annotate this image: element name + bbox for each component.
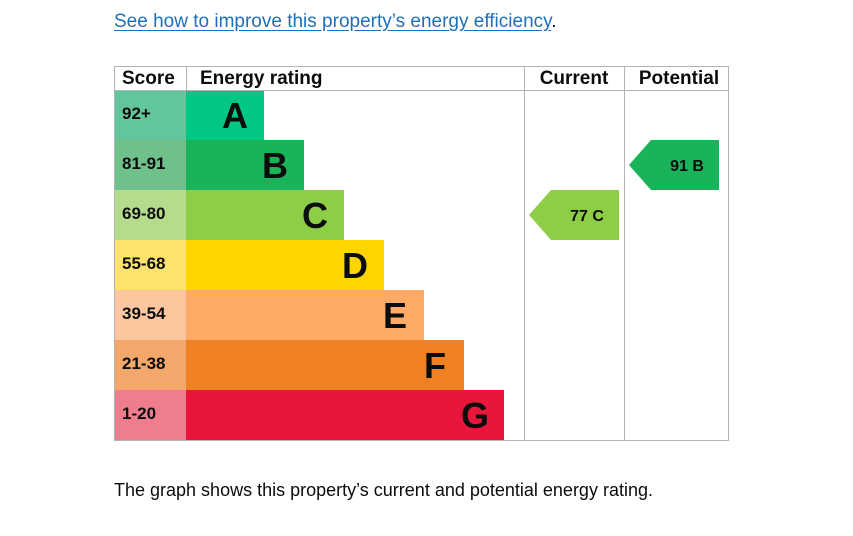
score-range-b: 81-91	[122, 154, 165, 173]
potential-rating-label: 91 B	[670, 158, 704, 175]
rating-bar-e	[186, 290, 424, 340]
rating-letter-a: A	[222, 95, 248, 136]
improve-link-suffix: .	[551, 11, 557, 32]
rating-bar-f	[186, 340, 464, 390]
chart-frame	[114, 66, 729, 441]
score-cell-g	[114, 390, 186, 440]
improve-link-line: See how to improve this property’s energ…	[114, 10, 557, 34]
rating-bar-a	[186, 90, 264, 140]
score-cell-d	[114, 240, 186, 290]
rating-bar-g	[186, 390, 504, 440]
rating-letter-d: D	[342, 245, 368, 286]
score-cell-f	[114, 340, 186, 390]
improve-efficiency-link[interactable]: See how to improve this property’s energ…	[114, 11, 552, 32]
score-range-e: 39-54	[122, 304, 166, 323]
current-rating-label: 77 C	[570, 208, 604, 225]
potential-rating-marker	[629, 140, 719, 190]
score-range-g: 1-20	[122, 404, 156, 423]
rating-letter-g: G	[461, 395, 489, 436]
rating-letter-f: F	[424, 345, 446, 386]
score-cell-c	[114, 190, 186, 240]
potential-header: Potential	[639, 68, 719, 89]
score-cell-b	[114, 140, 186, 190]
score-range-d: 55-68	[122, 254, 165, 273]
current-rating-marker	[529, 190, 619, 240]
rating-bar-d	[186, 240, 384, 290]
rating-letter-c: C	[302, 195, 328, 236]
rating-letter-e: E	[383, 295, 407, 336]
rating-bar-b	[186, 140, 304, 190]
score-range-c: 69-80	[122, 204, 165, 223]
score-cell-e	[114, 290, 186, 340]
score-range-f: 21-38	[122, 354, 165, 373]
current-header: Current	[540, 68, 609, 89]
score-header: Score	[122, 68, 175, 89]
score-cell-a	[114, 90, 186, 140]
rating-bar-c	[186, 190, 344, 240]
energy-rating-header: Energy rating	[200, 68, 322, 89]
score-range-a: 92+	[122, 104, 151, 123]
chart-caption: The graph shows this property’s current …	[114, 480, 653, 500]
rating-letter-b: B	[262, 145, 288, 186]
